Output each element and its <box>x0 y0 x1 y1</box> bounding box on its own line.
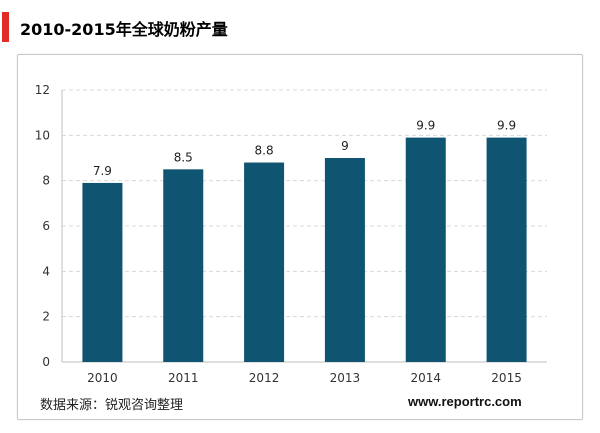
y-tick-label: 2 <box>42 310 50 324</box>
bar <box>324 158 365 362</box>
data-label: 9.9 <box>416 119 435 133</box>
bar <box>405 137 446 362</box>
data-label: 8.5 <box>174 150 193 164</box>
y-tick-label: 0 <box>42 355 50 369</box>
y-tick-label: 12 <box>35 83 50 97</box>
website-link[interactable]: www.reportrc.com <box>408 394 522 409</box>
y-tick-label: 10 <box>35 128 50 142</box>
x-tick-label: 2015 <box>491 371 522 385</box>
y-tick-label: 8 <box>42 174 50 188</box>
bar <box>244 162 285 362</box>
page-title: 2010-2015年全球奶粉产量 <box>20 20 228 39</box>
x-tick-label: 2014 <box>410 371 441 385</box>
data-label: 8.8 <box>255 144 274 158</box>
x-tick-label: 2013 <box>330 371 361 385</box>
bar <box>82 182 123 362</box>
title-bar: 2010-2015年全球奶粉产量 <box>0 10 600 44</box>
y-tick-label: 6 <box>42 219 50 233</box>
data-label: 9 <box>341 139 349 153</box>
bar <box>163 169 204 362</box>
title-accent-mark <box>2 12 9 42</box>
bar <box>486 137 527 362</box>
data-label: 7.9 <box>93 164 112 178</box>
chart-panel <box>17 54 583 420</box>
x-tick-label: 2011 <box>168 371 199 385</box>
x-tick-label: 2012 <box>249 371 280 385</box>
source-note: 数据来源：锐观咨询整理 <box>40 398 184 413</box>
x-tick-label: 2010 <box>87 371 118 385</box>
y-tick-label: 4 <box>42 264 50 278</box>
data-label: 9.9 <box>497 119 516 133</box>
